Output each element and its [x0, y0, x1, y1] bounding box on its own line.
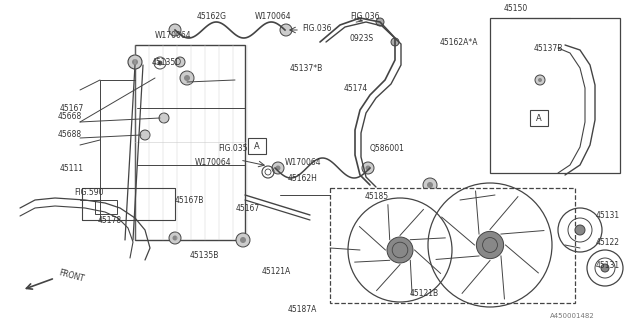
Bar	[248, 138, 266, 154]
Text: W170064: W170064	[155, 30, 191, 39]
Circle shape	[387, 237, 413, 263]
Circle shape	[240, 237, 246, 243]
Text: 45187A: 45187A	[288, 306, 317, 315]
Circle shape	[132, 59, 138, 65]
Circle shape	[538, 78, 542, 82]
Text: 45137B: 45137B	[534, 44, 563, 52]
Circle shape	[140, 130, 150, 140]
Text: W170064: W170064	[255, 12, 292, 20]
Text: FIG.036: FIG.036	[350, 12, 380, 20]
Circle shape	[236, 233, 250, 247]
Text: 45111: 45111	[60, 164, 84, 172]
Circle shape	[601, 264, 609, 272]
Text: Q586001: Q586001	[370, 143, 405, 153]
Circle shape	[272, 162, 284, 174]
Circle shape	[173, 236, 177, 241]
Bar	[95, 200, 117, 214]
Circle shape	[169, 24, 181, 36]
Text: 45135B: 45135B	[190, 252, 220, 260]
Text: W170064: W170064	[195, 157, 232, 166]
Circle shape	[365, 165, 371, 171]
Text: 45668: 45668	[58, 111, 83, 121]
Circle shape	[391, 38, 399, 46]
Bar	[490, 18, 620, 173]
Text: 45150: 45150	[504, 4, 528, 12]
Bar	[530, 110, 548, 126]
Circle shape	[157, 60, 163, 66]
Text: 45174: 45174	[344, 84, 368, 92]
Circle shape	[535, 75, 545, 85]
Text: A: A	[536, 114, 542, 123]
Circle shape	[275, 165, 280, 171]
Text: 45178: 45178	[98, 215, 122, 225]
Circle shape	[184, 75, 190, 81]
Text: 45167B: 45167B	[175, 196, 204, 204]
Text: 45122: 45122	[596, 237, 620, 246]
Circle shape	[362, 162, 374, 174]
Text: A450001482: A450001482	[550, 313, 595, 319]
Text: 45167: 45167	[60, 103, 84, 113]
Circle shape	[423, 178, 437, 192]
Text: 45131: 45131	[596, 211, 620, 220]
Text: FIG.035: FIG.035	[218, 143, 248, 153]
Circle shape	[575, 225, 585, 235]
Text: 45162A*A: 45162A*A	[440, 37, 479, 46]
Circle shape	[159, 113, 169, 123]
Circle shape	[180, 71, 194, 85]
Circle shape	[175, 57, 185, 67]
Text: 45135D: 45135D	[152, 58, 182, 67]
Text: 45131: 45131	[596, 260, 620, 269]
Circle shape	[476, 231, 504, 259]
Text: FRONT: FRONT	[58, 268, 86, 284]
Circle shape	[427, 182, 433, 188]
Text: 45185: 45185	[365, 191, 389, 201]
Text: W170064: W170064	[285, 157, 322, 166]
Bar	[330, 188, 575, 303]
Text: 45688: 45688	[58, 130, 82, 139]
Text: A: A	[254, 141, 260, 150]
Text: 45162G: 45162G	[197, 12, 227, 20]
Text: FIG.590: FIG.590	[74, 188, 104, 196]
Text: FIG.036: FIG.036	[302, 23, 332, 33]
Circle shape	[169, 232, 181, 244]
Text: 45137*B: 45137*B	[290, 63, 323, 73]
Bar	[135, 45, 245, 240]
Circle shape	[128, 55, 142, 69]
Text: 45121B: 45121B	[410, 290, 439, 299]
Circle shape	[280, 24, 292, 36]
Text: 0923S: 0923S	[350, 34, 374, 43]
Text: 45167: 45167	[236, 204, 260, 212]
Circle shape	[376, 18, 384, 26]
Text: 45162H: 45162H	[288, 173, 318, 182]
Text: 45121A: 45121A	[262, 268, 291, 276]
